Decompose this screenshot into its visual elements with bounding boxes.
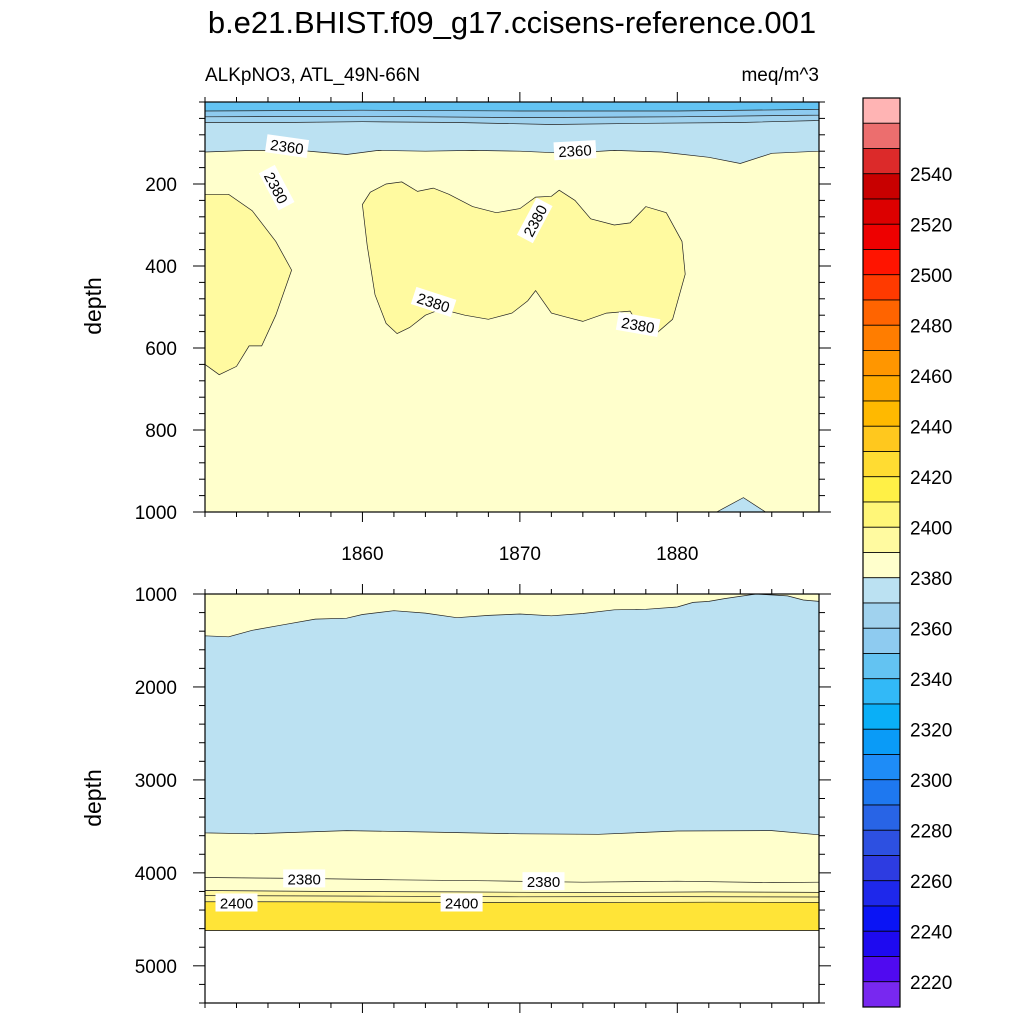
colorbar-swatch <box>862 981 901 1008</box>
colorbar-label: 2260 <box>910 872 952 893</box>
colorbar-swatch <box>862 451 901 478</box>
svg-text:2360: 2360 <box>558 142 592 161</box>
y-tick-label: 1000 <box>135 585 177 606</box>
contour-region <box>205 102 819 112</box>
colorbar-label: 2320 <box>910 720 952 741</box>
colorbar-label: 2500 <box>910 266 952 287</box>
svg-text:2400: 2400 <box>220 896 253 913</box>
colorbar-label: 2440 <box>910 417 952 438</box>
colorbar-swatch <box>862 678 901 705</box>
colorbar-swatch <box>862 299 901 326</box>
colorbar-swatch <box>862 223 901 250</box>
svg-text:2380: 2380 <box>620 315 656 338</box>
contour-label: 2360 <box>264 134 310 158</box>
colorbar-swatch <box>862 577 901 604</box>
y-tick-label: 3000 <box>135 771 177 792</box>
contour-label: 2400 <box>215 893 258 913</box>
colorbar-swatch <box>862 526 901 553</box>
y-tick-label: 400 <box>145 257 177 278</box>
contour-label: 2400 <box>440 893 483 913</box>
colorbar-swatch <box>862 173 901 200</box>
units-label: meq/m^3 <box>741 65 819 86</box>
x-tick-label: 1870 <box>499 544 541 565</box>
colorbar-label: 2520 <box>910 215 952 236</box>
colorbar-swatch <box>862 350 901 377</box>
colorbar-swatch <box>862 324 901 351</box>
colorbar-label: 2240 <box>910 922 952 943</box>
colorbar-swatch <box>862 703 901 730</box>
colorbar-swatch <box>862 400 901 427</box>
colorbar-swatch <box>862 754 901 781</box>
colorbar-swatch <box>862 905 901 932</box>
svg-text:2380: 2380 <box>527 874 560 891</box>
colorbar-swatch <box>862 930 901 957</box>
colorbar-swatch <box>862 728 901 755</box>
colorbar-swatch <box>862 880 901 907</box>
y-tick-label: 2000 <box>135 678 177 699</box>
contour-label: 2360 <box>553 140 597 161</box>
colorbar-swatch <box>862 956 901 983</box>
x-tick-label: 1880 <box>656 544 698 565</box>
colorbar-swatch <box>862 274 901 301</box>
y-tick-label: 5000 <box>135 957 177 978</box>
colorbar-swatch <box>862 97 901 124</box>
contour-label: 2380 <box>615 312 661 338</box>
y-tick-label: 600 <box>145 339 177 360</box>
colorbar-label: 2420 <box>910 468 952 489</box>
y-tick-label: 1000 <box>135 503 177 524</box>
contour-region <box>205 193 292 376</box>
colorbar-swatch <box>862 501 901 528</box>
colorbar-swatch <box>862 779 901 806</box>
colorbar-swatch <box>862 653 901 680</box>
contour-region <box>205 901 819 931</box>
variable-label: ALKpNO3, ATL_49N-66N <box>205 65 420 86</box>
colorbar-swatch <box>862 627 901 654</box>
colorbar-label: 2360 <box>910 619 952 640</box>
colorbar-swatch <box>862 829 901 856</box>
colorbar-swatch <box>862 122 901 149</box>
y-tick-label: 200 <box>145 175 177 196</box>
colorbar-swatch <box>862 249 901 276</box>
svg-text:2400: 2400 <box>445 896 478 913</box>
colorbar-swatch <box>862 602 901 629</box>
figure-title: b.e21.BHIST.f09_g17.ccisens-reference.00… <box>208 5 816 40</box>
svg-text:2360: 2360 <box>269 137 304 158</box>
colorbar-label: 2460 <box>910 367 952 388</box>
colorbar-swatch <box>862 198 901 225</box>
colorbar-swatch <box>862 476 901 503</box>
colorbar-swatch <box>862 552 901 579</box>
upper-ylabel: depth <box>80 277 106 335</box>
colorbar-label: 2220 <box>910 973 952 994</box>
colorbar-swatch <box>862 804 901 831</box>
colorbar-label: 2280 <box>910 821 952 842</box>
plot-frame <box>204 101 820 513</box>
x-tick-label: 1860 <box>341 544 383 565</box>
colorbar-label: 2340 <box>910 670 952 691</box>
colorbar-label: 2540 <box>910 165 952 186</box>
colorbar-label: 2300 <box>910 771 952 792</box>
colorbar-swatch <box>862 148 901 175</box>
svg-text:2380: 2380 <box>288 871 321 888</box>
y-tick-label: 800 <box>145 421 177 442</box>
colorbar-label: 2400 <box>910 518 952 539</box>
contour-label: 2380 <box>283 869 326 888</box>
contour-region <box>716 497 767 512</box>
contour-region <box>205 594 819 836</box>
y-tick-label: 4000 <box>135 864 177 885</box>
lower-panel: 2380 2380 2400 2400 1000 2000 3000 4000 5000 <box>135 584 831 1013</box>
colorbar-label: 2480 <box>910 316 952 337</box>
contour-line <box>205 895 819 898</box>
colorbar-swatch <box>862 375 901 402</box>
contour-label: 2380 <box>522 872 565 891</box>
colorbar-label: 2380 <box>910 569 952 590</box>
colorbar-swatch <box>862 855 901 882</box>
lower-ylabel: depth <box>80 769 106 827</box>
colorbar: 2540 2520 2500 2480 2460 2440 2420 2400 2380 2360… <box>862 97 952 1024</box>
colorbar-swatch <box>862 425 901 452</box>
